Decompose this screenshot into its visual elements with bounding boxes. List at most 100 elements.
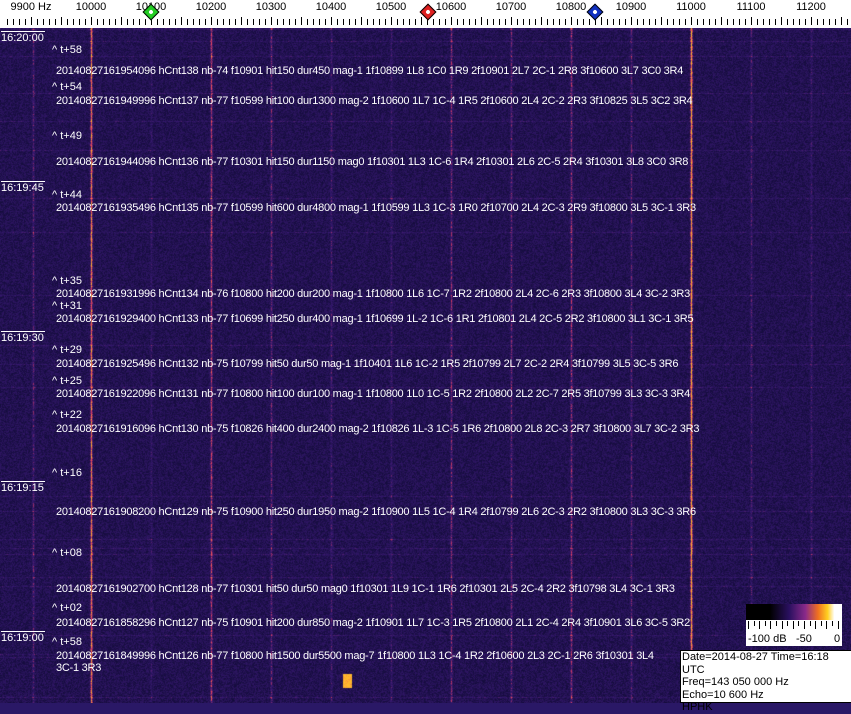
ruler-tick xyxy=(811,17,812,25)
detection-record: 20140827161908200 hCnt129 nb-75 f10900 h… xyxy=(56,506,696,518)
ruler-tick xyxy=(121,17,122,25)
ruler-tick xyxy=(127,19,128,25)
relative-time-label: ^ t+54 xyxy=(52,81,82,93)
relative-time-label: ^ t+02 xyxy=(52,602,82,614)
ruler-tick xyxy=(715,19,716,25)
ruler-tick xyxy=(505,19,506,25)
ruler-tick xyxy=(175,19,176,25)
ruler-tick xyxy=(697,19,698,25)
ruler-tick xyxy=(451,17,452,25)
time-label: 16:20:00 xyxy=(1,31,45,44)
ruler-label: 11000 xyxy=(676,1,706,13)
ruler-tick xyxy=(745,19,746,25)
ruler-tick xyxy=(457,19,458,25)
ruler-tick xyxy=(529,19,530,25)
ruler-tick xyxy=(787,19,788,25)
ruler-label: 11100 xyxy=(736,1,766,13)
colorbar-tick xyxy=(815,621,817,629)
ruler-label: 11200 xyxy=(796,1,826,13)
ruler-tick xyxy=(781,17,782,25)
colorbar-legend: -100 dB -50 0 xyxy=(746,604,842,646)
time-label: 16:19:45 xyxy=(1,181,45,194)
ruler-tick xyxy=(79,19,80,25)
ruler-tick xyxy=(817,19,818,25)
relative-time-label: ^ t+58 xyxy=(52,636,82,648)
ruler-tick xyxy=(463,19,464,25)
ruler-tick xyxy=(733,19,734,25)
ruler-tick xyxy=(709,19,710,25)
ruler-tick xyxy=(139,19,140,25)
relative-time-label: ^ t+58 xyxy=(52,44,82,56)
ruler-tick xyxy=(349,19,350,25)
ruler-label: 10300 xyxy=(255,1,287,13)
ruler-tick xyxy=(439,19,440,25)
ruler-tick xyxy=(577,19,578,25)
colorbar-tick xyxy=(792,621,794,629)
ruler-tick xyxy=(361,17,362,25)
frequency-ruler[interactable]: 9900 Hz 10000101001020010300104001050010… xyxy=(0,0,851,28)
ruler-tick xyxy=(355,19,356,25)
info-freq: Freq=143 050 000 Hz xyxy=(682,676,789,688)
ruler-tick xyxy=(775,19,776,25)
detection-record: 20140827161949996 hCnt137 nb-77 f10599 h… xyxy=(56,95,693,107)
ruler-tick xyxy=(757,19,758,25)
detection-record: 20140827161944096 hCnt136 nb-77 f10301 h… xyxy=(56,156,689,168)
ruler-tick xyxy=(331,17,332,25)
ruler-tick xyxy=(43,19,44,25)
colorbar-tick xyxy=(820,621,822,626)
ruler-tick xyxy=(301,17,302,25)
ruler-tick xyxy=(211,17,212,25)
ruler-tick xyxy=(91,17,92,25)
ruler-tick xyxy=(85,19,86,25)
ruler-tick xyxy=(427,19,428,25)
ruler-tick xyxy=(229,19,230,25)
ruler-label: 10200 xyxy=(195,1,227,13)
ruler-tick xyxy=(631,17,632,25)
ruler-tick xyxy=(613,19,614,25)
ruler-tick xyxy=(445,19,446,25)
ruler-tick xyxy=(421,17,422,25)
ruler-tick xyxy=(799,19,800,25)
ruler-tick xyxy=(499,19,500,25)
colorbar-label-max: 0 xyxy=(834,633,841,645)
waterfall-spectrogram[interactable] xyxy=(0,28,851,703)
colorbar-tick xyxy=(804,621,805,629)
ruler-tick xyxy=(367,19,368,25)
ruler-tick xyxy=(133,19,134,25)
ruler-label: 10400 xyxy=(315,1,347,13)
ruler-tick xyxy=(703,19,704,25)
ruler-tick xyxy=(601,17,602,25)
ruler-tick xyxy=(511,17,512,25)
ruler-tick xyxy=(103,19,104,25)
info-date-time: Date=2014-08-27 Time=16:18 UTC xyxy=(682,651,829,676)
ruler-tick xyxy=(469,19,470,25)
detection-record: 20140827161916096 hCnt130 nb-75 f10826 h… xyxy=(56,423,700,435)
ruler-tick xyxy=(193,19,194,25)
time-label: 16:19:00 xyxy=(1,631,45,644)
ruler-tick xyxy=(259,19,260,25)
colorbar-tick xyxy=(748,621,749,629)
relative-time-label: ^ t+31 xyxy=(52,300,82,312)
relative-time-label: ^ t+35 xyxy=(52,275,82,287)
ruler-tick xyxy=(307,19,308,25)
ruler-tick xyxy=(181,17,182,25)
ruler-tick xyxy=(31,17,32,25)
red-marker-icon[interactable] xyxy=(419,3,437,21)
detection-record: 20140827161925496 hCnt132 nb-75 f10799 h… xyxy=(56,358,679,370)
ruler-tick xyxy=(535,19,536,25)
ruler-tick xyxy=(115,19,116,25)
relative-time-label: ^ t+49 xyxy=(52,130,82,142)
ruler-tick xyxy=(241,17,242,25)
ruler-tick xyxy=(49,19,50,25)
ruler-tick xyxy=(289,19,290,25)
ruler-tick xyxy=(553,19,554,25)
colorbar-tick xyxy=(837,621,839,629)
ruler-tick xyxy=(37,19,38,25)
ruler-tick xyxy=(667,19,668,25)
ruler-tick xyxy=(391,17,392,25)
ruler-tick xyxy=(583,19,584,25)
detection-record: 20140827161954096 hCnt138 nb-74 f10901 h… xyxy=(56,65,684,77)
ruler-tick xyxy=(7,19,8,25)
ruler-tick xyxy=(271,17,272,25)
colorbar-tick xyxy=(764,621,766,626)
